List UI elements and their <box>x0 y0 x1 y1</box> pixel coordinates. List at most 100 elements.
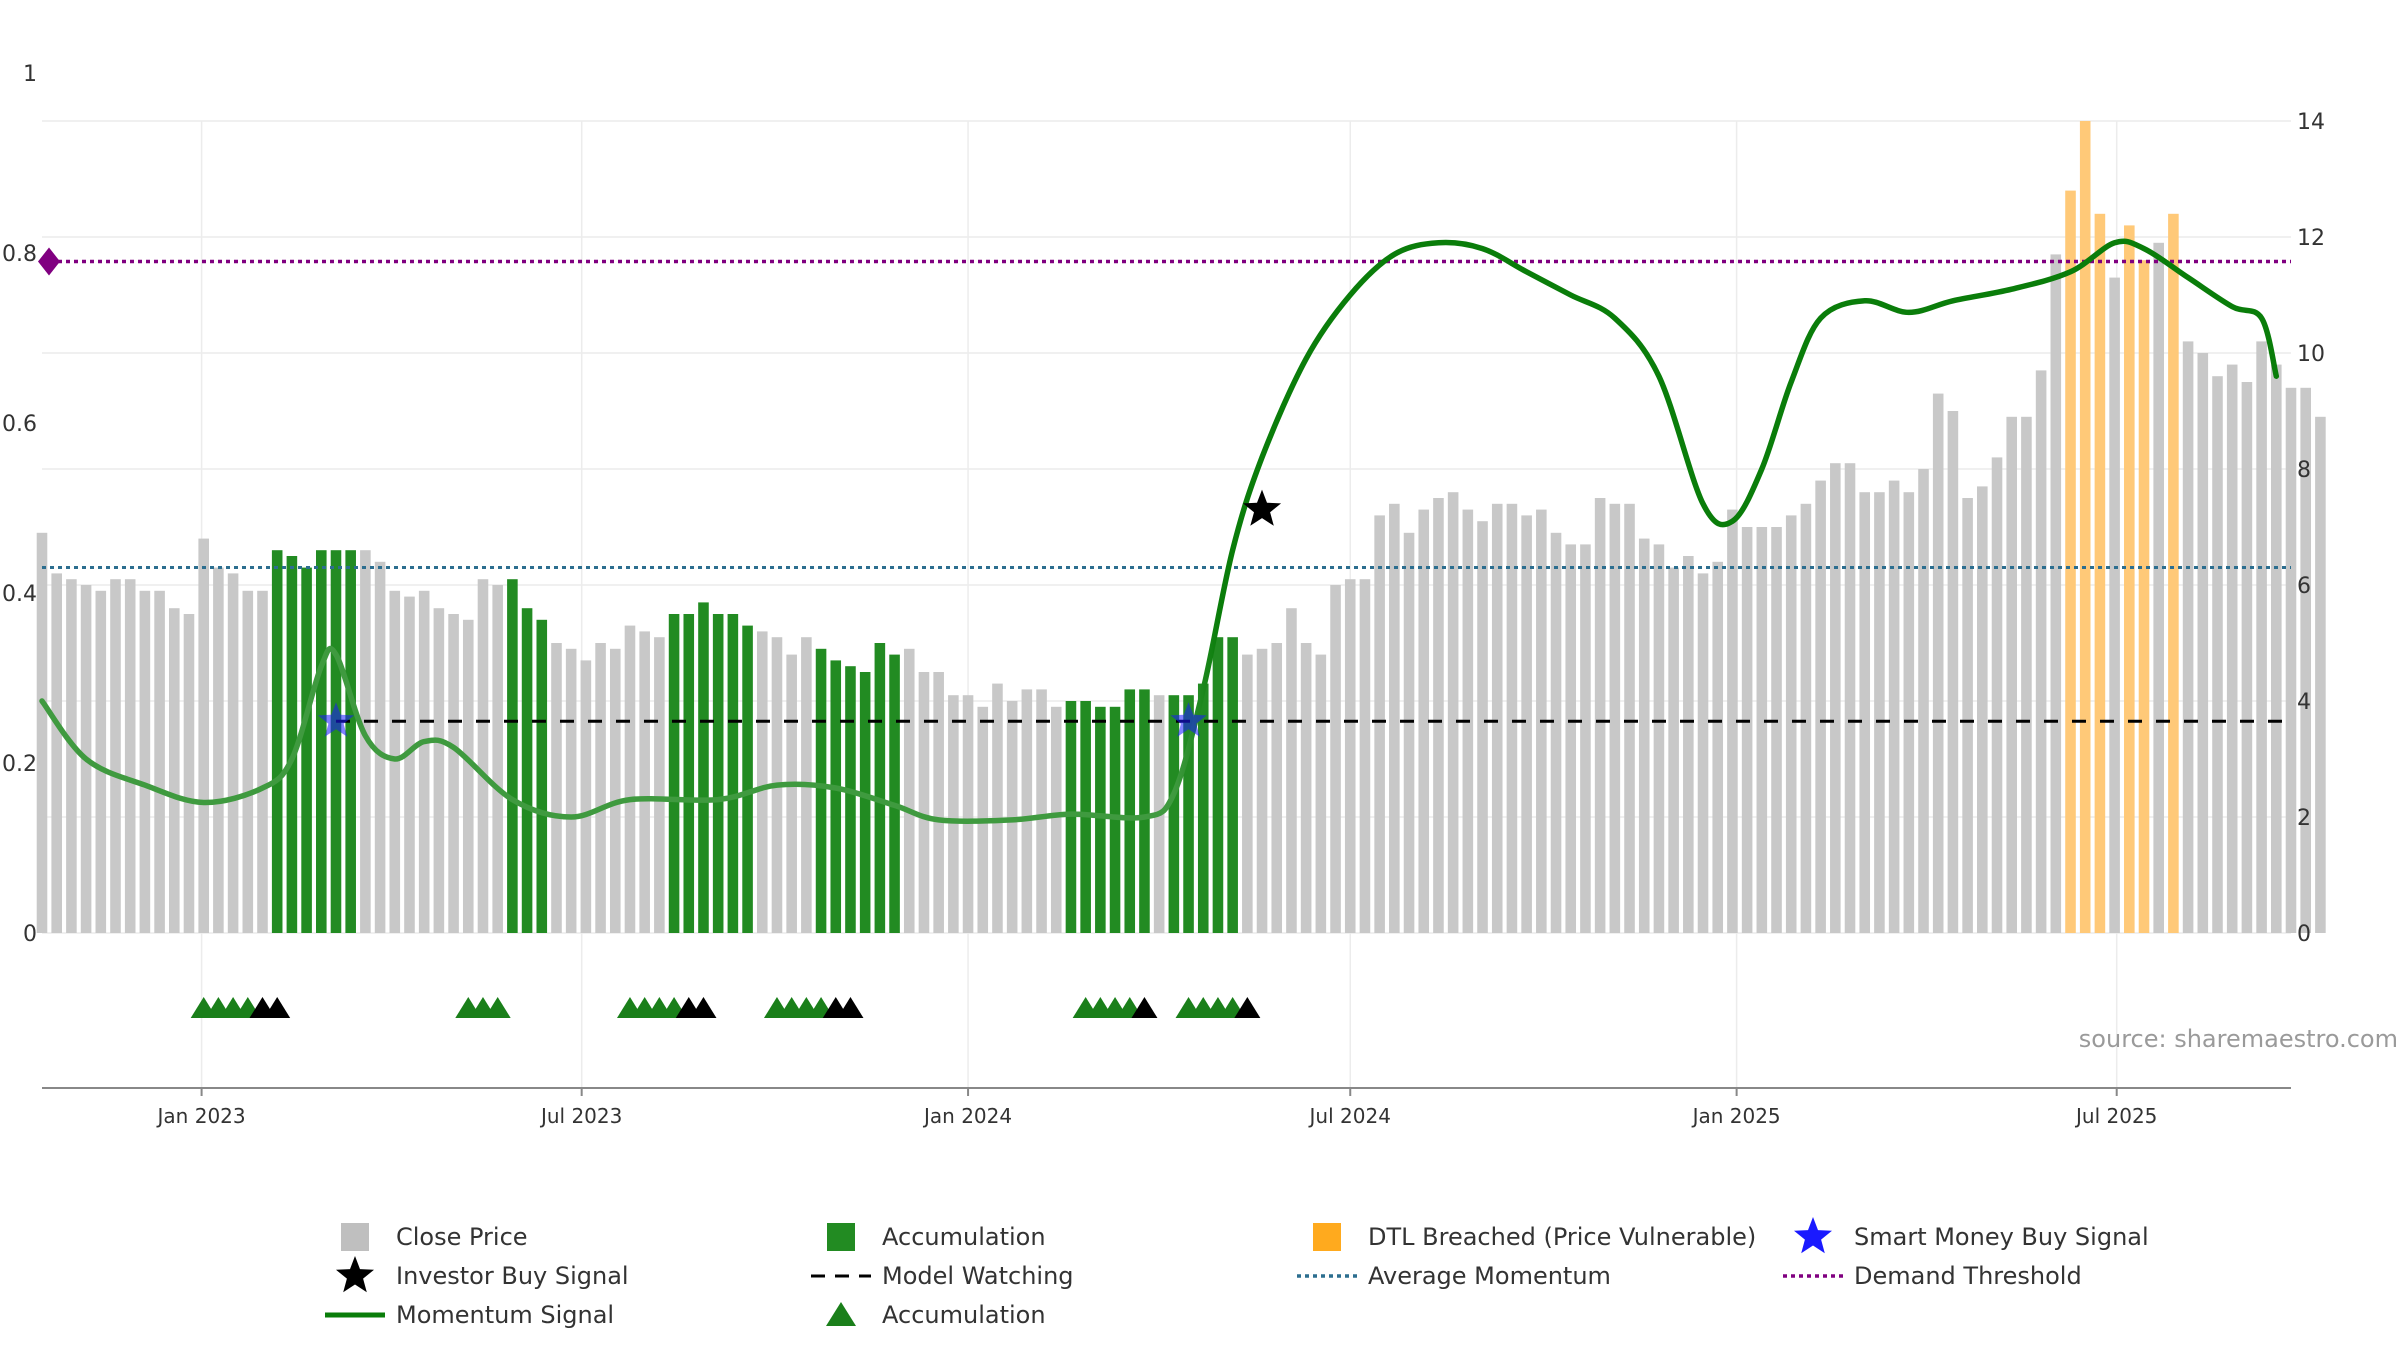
close-price-bar <box>1712 561 1724 933</box>
accumulation-bar <box>1139 689 1150 933</box>
close-price-bar <box>1521 515 1532 933</box>
close-price-bar <box>448 614 459 933</box>
close-price-bar <box>1242 654 1253 933</box>
accumulation-bar <box>286 556 298 933</box>
legend-label: Accumulation <box>882 1223 1046 1251</box>
accumulation-bar <box>330 550 342 933</box>
close-price-bar <box>2212 376 2223 933</box>
close-price-bar <box>918 672 930 933</box>
right-tick-label: 0 <box>2297 922 2311 947</box>
accumulation-triangle <box>837 997 864 1018</box>
close-price-bar <box>1050 706 1062 933</box>
close-price-bar <box>1315 654 1327 933</box>
accumulation-bar <box>742 625 753 933</box>
close-price-bar <box>183 614 195 933</box>
close-price-bar <box>462 619 474 933</box>
accumulation-bar <box>1183 695 1194 933</box>
close-price-bar <box>1491 503 1503 933</box>
close-price-bar <box>1918 469 1929 933</box>
x-tick-label: Jan 2024 <box>922 1104 1012 1128</box>
legend-square <box>341 1223 369 1251</box>
close-price-bar <box>492 585 503 933</box>
left-tick-label: 1 <box>23 62 37 87</box>
left-tick-label: 0.4 <box>2 582 37 607</box>
smart-money-buy-star <box>317 702 355 737</box>
close-price-bar <box>1859 492 1871 933</box>
legend-item: Smart Money Buy Signal <box>1794 1217 2149 1254</box>
close-price-bar <box>433 608 445 933</box>
accumulation-triangle <box>484 997 511 1018</box>
close-price-bar <box>1683 556 1694 933</box>
legend: Close Price Accumulation DTL Breached (Pri… <box>325 1217 2149 1329</box>
left-tick-label: 0.2 <box>2 752 37 777</box>
legend-item: Demand Threshold <box>1783 1262 2082 1290</box>
legend-item: Accumulation <box>827 1223 1046 1251</box>
close-price-bar <box>1638 538 1650 933</box>
close-price-bar <box>1874 492 1885 933</box>
accumulation-triangle <box>1234 997 1261 1018</box>
investor-buy-star <box>1243 489 1282 526</box>
legend-label: Model Watching <box>882 1262 1074 1290</box>
close-price-bar <box>551 643 562 933</box>
legend-label: Average Momentum <box>1368 1262 1611 1290</box>
momentum-signal-line <box>39 238 2280 824</box>
close-price-bar <box>1447 492 1459 933</box>
accumulation-bar <box>301 567 312 933</box>
x-tick-label: Jul 2024 <box>1308 1104 1391 1128</box>
accumulation-bar <box>1168 695 1180 933</box>
close-price-bar <box>1756 527 1768 933</box>
close-price-bar <box>51 573 62 933</box>
close-price-bar <box>1771 527 1782 933</box>
legend-star <box>1794 1217 1832 1254</box>
close-price-bar <box>418 590 430 933</box>
close-price-bar <box>213 567 224 933</box>
legend-item: Investor Buy Signal <box>336 1256 629 1293</box>
close-price-bar <box>139 590 151 933</box>
close-price-bar <box>360 550 371 933</box>
close-price-bar <box>2315 416 2326 933</box>
legend-triangle <box>826 1302 856 1326</box>
close-price-bar <box>639 631 650 933</box>
x-tick-label: Jan 2023 <box>156 1104 246 1128</box>
close-price-bar <box>962 695 974 933</box>
close-price-bar <box>2197 353 2209 933</box>
legend-item: Accumulation <box>826 1301 1046 1329</box>
close-price-bar <box>198 538 209 933</box>
close-price-bar <box>66 579 77 933</box>
reference-lines <box>42 259 2291 723</box>
legend-item: Close Price <box>341 1223 528 1251</box>
close-price-bar <box>1271 643 1283 933</box>
close-price-bar <box>565 648 577 933</box>
accumulation-bar <box>1124 689 1136 933</box>
accumulation-bar <box>271 550 283 933</box>
legend-square <box>1313 1223 1341 1251</box>
accumulation-bar <box>859 672 871 933</box>
momentum-lines <box>39 238 2280 824</box>
signal-markers <box>38 247 1282 1018</box>
right-tick-label: 10 <box>2297 342 2325 367</box>
close-price-bar <box>1815 480 1826 933</box>
close-price-bar <box>1477 521 1488 933</box>
close-price-bar <box>1403 532 1415 933</box>
close-price-bar <box>2006 416 2017 933</box>
close-price-bar <box>124 579 136 933</box>
close-price-bar <box>2050 254 2062 933</box>
accumulation-bar <box>889 654 900 933</box>
close-price-bar <box>1785 515 1797 933</box>
close-price-bar <box>595 643 606 933</box>
close-price-bar <box>1947 411 1959 933</box>
accumulation-triangle <box>264 997 291 1018</box>
close-price-bar <box>1624 503 1635 933</box>
x-tick-label: Jan 2025 <box>1691 1104 1781 1128</box>
close-price-bar <box>1594 498 1606 933</box>
close-price-bar <box>374 561 386 933</box>
accumulation-bar <box>698 602 709 933</box>
close-price-bar <box>1389 503 1400 933</box>
close-price-bar <box>1506 503 1518 933</box>
accumulation-bar <box>815 648 827 933</box>
close-price-bar <box>169 608 180 933</box>
dtl-breached-bar <box>2094 213 2106 934</box>
smart-money-buy-star <box>1170 702 1207 737</box>
accumulation-bar <box>1095 706 1106 933</box>
accumulation-bar <box>1197 683 1209 933</box>
